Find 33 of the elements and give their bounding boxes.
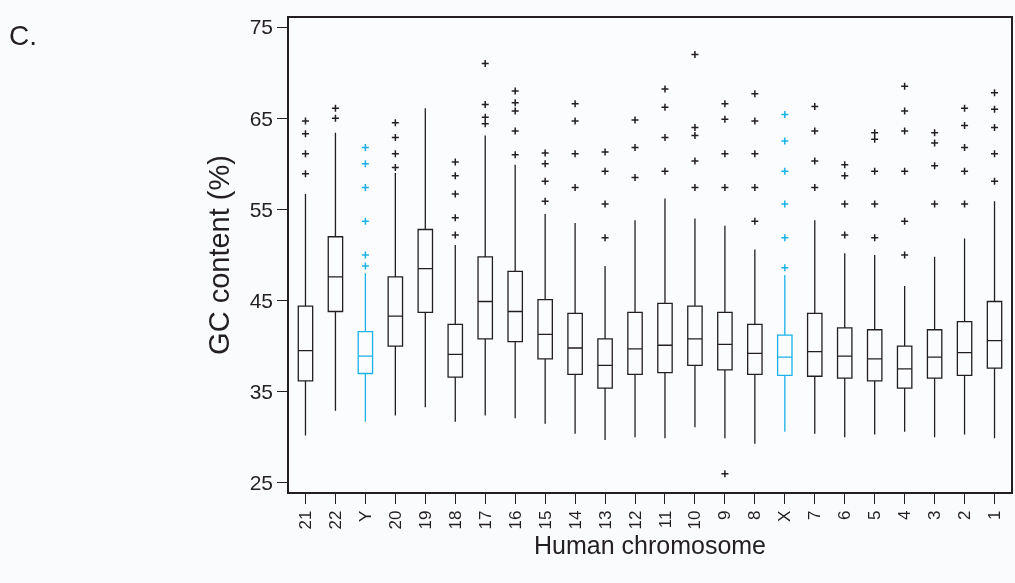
x-tick-label: 16	[505, 510, 525, 530]
y-tick-label: 55	[249, 197, 274, 221]
x-tick-label: 21	[296, 510, 316, 530]
x-tick-label: 19	[415, 510, 435, 530]
x-tick-label: 17	[475, 510, 495, 530]
x-tick-label: 2	[955, 510, 975, 521]
x-tick-label: 4	[895, 510, 915, 521]
y-tick-label: 35	[249, 380, 274, 404]
y-tick-label: 45	[249, 288, 274, 312]
x-axis-title: Human chromosome	[533, 530, 767, 559]
x-tick-label: 3	[925, 510, 945, 521]
x-tick-label: 12	[625, 510, 645, 530]
text: C.	[9, 20, 37, 51]
x-tick-label: 10	[685, 510, 705, 530]
x-tick-label: 11	[655, 510, 675, 529]
x-tick-label: 15	[535, 510, 555, 530]
y-tick-label: 25	[249, 471, 274, 495]
x-tick-label: 5	[865, 510, 885, 521]
x-tick-label: 18	[445, 510, 465, 530]
x-tick-label: 1	[985, 510, 1005, 521]
x-tick-label: 14	[565, 510, 585, 530]
y-tick-label: 75	[249, 15, 274, 39]
y-axis-title: GC content (%)	[202, 155, 235, 355]
y-tick-label: 65	[249, 106, 274, 130]
x-tick-label: Y	[355, 510, 375, 522]
x-tick-label: 13	[595, 510, 615, 530]
x-tick-label: 8	[745, 510, 765, 521]
x-tick-label: 22	[325, 510, 345, 530]
x-tick-label: 7	[805, 510, 825, 521]
x-tick-label: X	[775, 510, 795, 522]
x-tick-label: 9	[715, 510, 735, 521]
x-tick-label: 20	[385, 510, 405, 530]
x-tick-label: 6	[835, 510, 855, 521]
